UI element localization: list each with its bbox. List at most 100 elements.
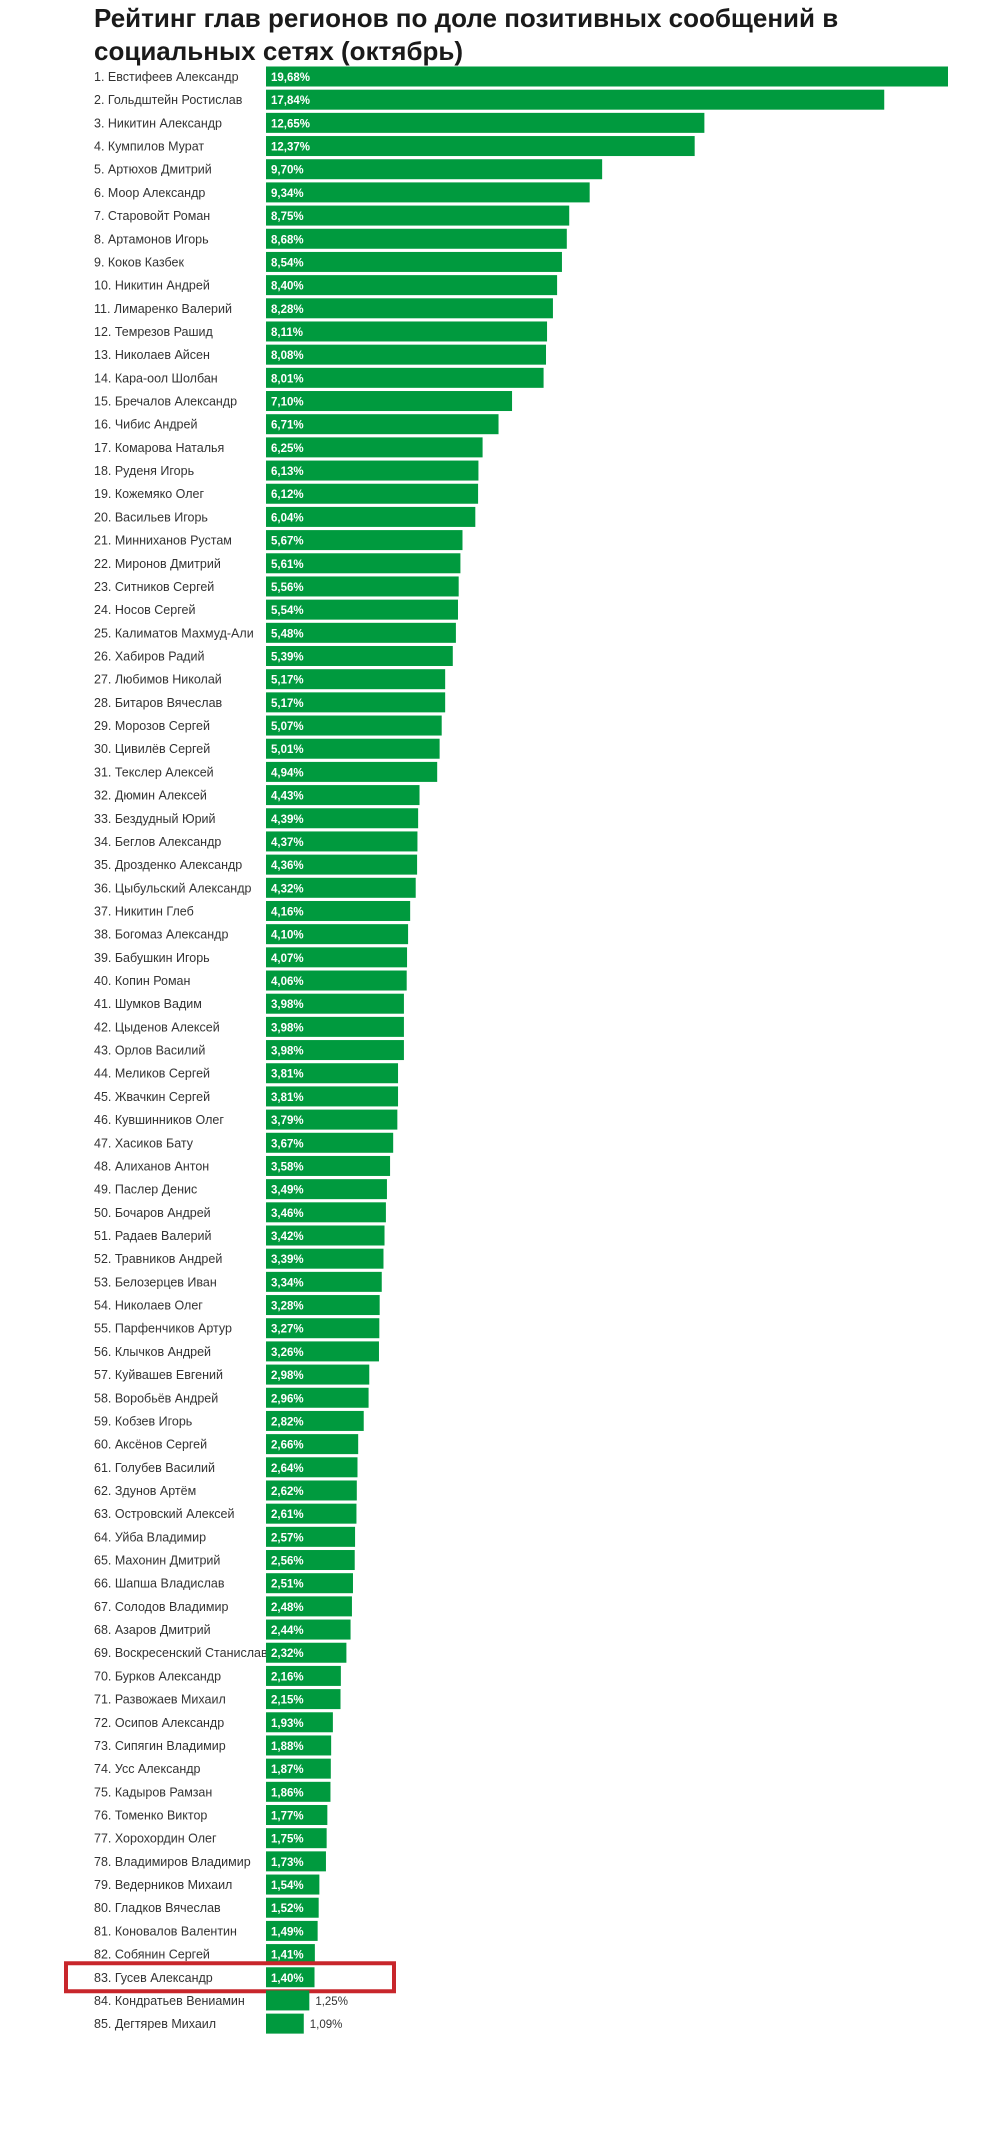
bar	[266, 460, 479, 481]
category-label: 1. Евстифеев Александр	[94, 70, 239, 84]
category-label: 54. Николаев Олег	[94, 1299, 203, 1313]
bar-row: 27. Любимов Николай 5,17%	[94, 669, 446, 690]
bar-row: 29. Морозов Сергей 5,07%	[94, 715, 442, 736]
value-label: 1,41%	[271, 1950, 304, 1962]
bar	[266, 1387, 369, 1408]
value-label: 1,73%	[271, 1857, 304, 1869]
bar	[266, 1086, 399, 1107]
value-label: 3,28%	[271, 1301, 304, 1313]
value-label: 4,36%	[271, 860, 304, 872]
bar-row: 59. Кобзев Игорь 2,82%	[94, 1410, 364, 1431]
value-label: 5,54%	[271, 605, 304, 617]
bar-row: 84. Кондратьев Вениамин 1,25%	[94, 1990, 348, 2011]
value-label: 1,93%	[271, 1718, 304, 1730]
bar	[266, 808, 419, 829]
value-label: 3,98%	[271, 1022, 304, 1034]
bar-row: 21. Минниханов Рустам 5,67%	[94, 530, 463, 551]
bar-row: 11. Лимаренко Валерий 8,28%	[94, 298, 553, 319]
bar	[266, 669, 446, 690]
bar-row: 23. Ситников Сергей 5,56%	[94, 576, 459, 597]
bar-row: 6. Моор Александр 9,34%	[94, 182, 590, 203]
value-label: 2,15%	[271, 1695, 304, 1707]
value-label: 5,56%	[271, 582, 304, 594]
bar	[266, 1480, 357, 1501]
value-label: 2,51%	[271, 1579, 304, 1591]
bar	[266, 900, 411, 921]
bar-row: 40. Копин Роман 4,06%	[94, 970, 407, 991]
category-label: 55. Парфенчиков Артур	[94, 1322, 232, 1336]
bar-row: 37. Никитин Глеб 4,16%	[94, 900, 411, 921]
bar-row: 33. Бездудный Юрий 4,39%	[94, 808, 419, 829]
value-label: 2,64%	[271, 1463, 304, 1475]
bar	[266, 831, 418, 852]
bar	[266, 437, 483, 458]
value-label: 1,54%	[271, 1880, 304, 1892]
bar-row: 43. Орлов Василий 3,98%	[94, 1040, 404, 1061]
value-label: 4,39%	[271, 814, 304, 826]
value-label: 1,09%	[310, 2019, 343, 2031]
value-label: 3,67%	[271, 1138, 304, 1150]
bar	[266, 483, 479, 504]
bar	[266, 1619, 351, 1640]
category-label: 56. Клычков Андрей	[94, 1345, 211, 1359]
bar	[266, 1596, 352, 1617]
bar-row: 66. Шапша Владислав 2,51%	[94, 1573, 353, 1594]
category-label: 57. Куйвашев Евгений	[94, 1368, 223, 1382]
bar	[266, 1689, 341, 1710]
bar	[266, 1526, 356, 1547]
bar	[266, 738, 440, 759]
category-label: 39. Бабушкин Игорь	[94, 951, 210, 965]
bar-row: 76. Томенко Виктор 1,77%	[94, 1805, 328, 1825]
value-label: 6,04%	[271, 512, 304, 524]
bar	[266, 1781, 331, 1802]
bar-row: 82. Собянин Сергей 1,41%	[94, 1944, 315, 1965]
bar	[266, 1364, 370, 1385]
category-label: 45. Жвачкин Сергей	[94, 1090, 210, 1104]
bar-row: 60. Аксёнов Сергей 2,66%	[94, 1434, 359, 1455]
bar-row: 53. Белозерцев Иван 3,34%	[94, 1271, 382, 1292]
category-label: 29. Морозов Сергей	[94, 719, 210, 733]
value-label: 8,54%	[271, 257, 304, 269]
category-label: 32. Дюмин Алексей	[94, 789, 207, 803]
category-label: 12. Темрезов Рашид	[94, 325, 213, 339]
bar-row: 85. Дегтярев Михаил 1,09%	[94, 2013, 343, 2034]
category-label: 30. Цивилёв Сергей	[94, 742, 210, 756]
bar	[266, 877, 416, 898]
value-label: 17,84%	[271, 95, 310, 107]
bar	[266, 1225, 385, 1246]
category-label: 80. Гладков Вячеслав	[94, 1901, 221, 1915]
value-label: 1,88%	[271, 1741, 304, 1753]
bar-row: 65. Махонин Дмитрий 2,56%	[94, 1550, 355, 1571]
value-label: 8,28%	[271, 304, 304, 316]
value-label: 4,37%	[271, 837, 304, 849]
bar-row: 13. Николаев Айсен 8,08%	[94, 344, 547, 365]
category-label: 14. Кара-оол Шолбан	[94, 371, 218, 385]
value-label: 8,75%	[271, 211, 304, 223]
category-label: 58. Воробьёв Андрей	[94, 1391, 218, 1405]
category-label: 10. Никитин Андрей	[94, 279, 210, 293]
category-label: 64. Уйба Владимир	[94, 1530, 206, 1544]
category-label: 61. Голубев Василий	[94, 1461, 215, 1475]
category-label: 15. Бречалов Александр	[94, 395, 237, 409]
bar	[266, 1805, 328, 1825]
bar	[266, 947, 408, 968]
bar	[266, 1573, 353, 1594]
bar	[266, 1550, 355, 1571]
value-label: 3,98%	[271, 999, 304, 1011]
value-label: 2,57%	[271, 1532, 304, 1544]
bar-row: 69. Воскресенский Станислав 2,32%	[94, 1642, 347, 1663]
value-label: 9,34%	[271, 188, 304, 200]
value-label: 2,61%	[271, 1509, 304, 1521]
bar-row: 62. Здунов Артём 2,62%	[94, 1480, 357, 1501]
bar	[266, 66, 948, 87]
category-label: 13. Николаев Айсен	[94, 348, 210, 362]
bar-row: 56. Клычков Андрей 3,26%	[94, 1341, 379, 1362]
bar	[266, 1248, 384, 1269]
value-label: 2,66%	[271, 1440, 304, 1452]
bar	[266, 1155, 391, 1176]
value-label: 4,94%	[271, 767, 304, 779]
value-label: 7,10%	[271, 397, 304, 409]
bar	[266, 530, 463, 551]
category-label: 22. Миронов Дмитрий	[94, 557, 221, 571]
value-label: 5,67%	[271, 536, 304, 548]
